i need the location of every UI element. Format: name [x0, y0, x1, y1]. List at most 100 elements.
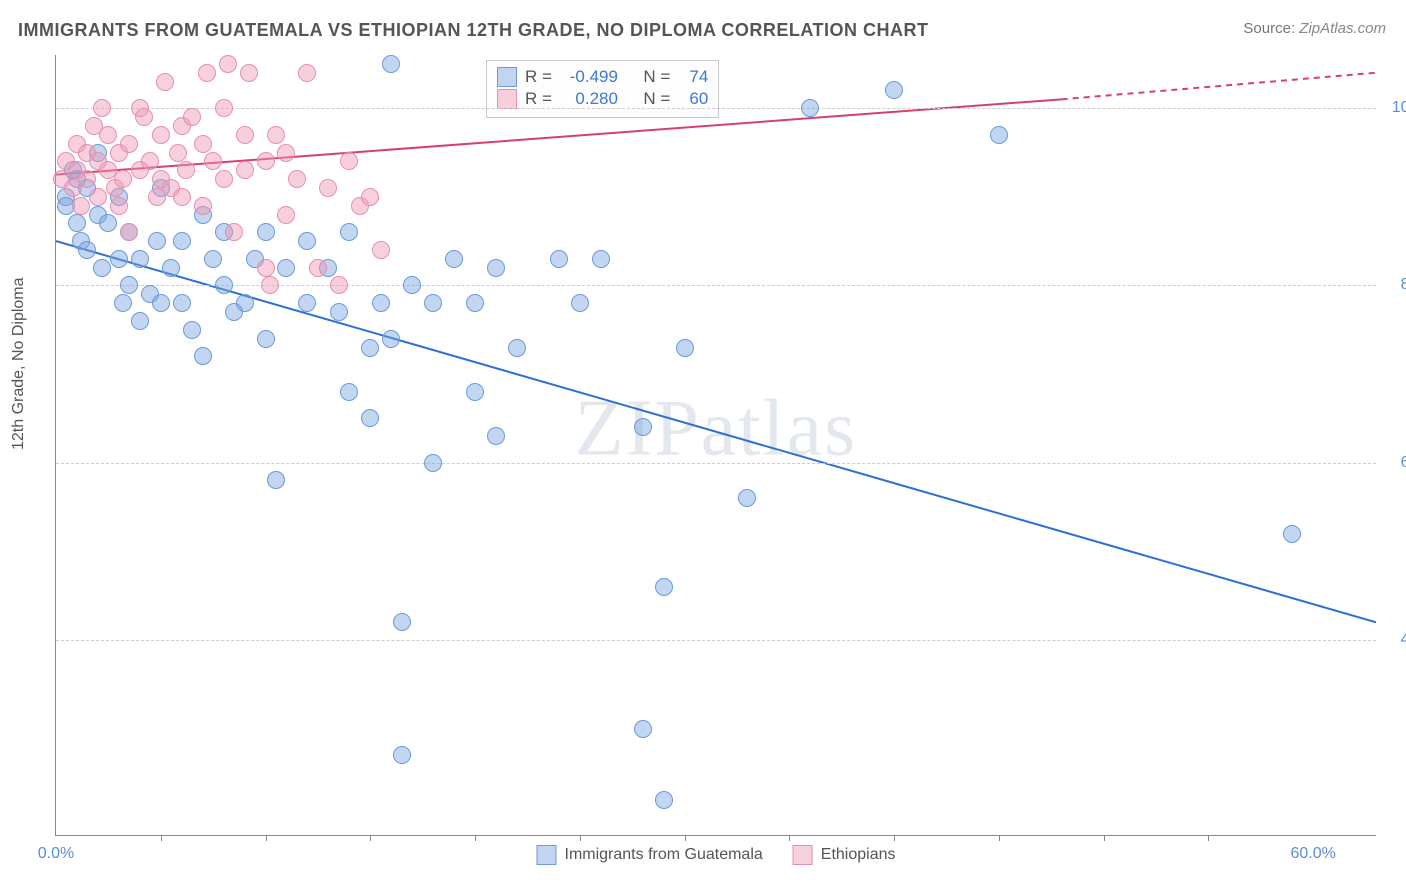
data-point: [257, 259, 275, 277]
data-point: [445, 250, 463, 268]
source-label: Source:: [1243, 20, 1295, 37]
data-point: [72, 197, 90, 215]
data-point: [372, 241, 390, 259]
data-point: [571, 294, 589, 312]
n-value-ethiopians: 60: [678, 89, 708, 109]
source-attribution: Source: ZipAtlas.com: [1243, 20, 1386, 37]
data-point: [330, 276, 348, 294]
data-point: [634, 418, 652, 436]
data-point: [152, 294, 170, 312]
data-point: [340, 223, 358, 241]
data-point: [169, 144, 187, 162]
x-tick-mark: [1208, 835, 1209, 841]
data-point: [361, 409, 379, 427]
r-label: R =: [525, 67, 552, 87]
stats-box: R = -0.499 N = 74 R = 0.280 N = 60: [486, 60, 719, 118]
data-point: [68, 214, 86, 232]
data-point: [99, 214, 117, 232]
data-point: [236, 161, 254, 179]
n-label: N =: [643, 67, 670, 87]
source-value: ZipAtlas.com: [1299, 20, 1386, 37]
y-tick-label: 80.0%: [1386, 276, 1406, 294]
data-point: [330, 303, 348, 321]
data-point: [225, 223, 243, 241]
data-point: [183, 108, 201, 126]
legend-label-guatemala: Immigrants from Guatemala: [565, 846, 763, 864]
data-point: [131, 312, 149, 330]
data-point: [215, 99, 233, 117]
data-point: [277, 206, 295, 224]
data-point: [152, 126, 170, 144]
data-point: [89, 188, 107, 206]
chart-title: IMMIGRANTS FROM GUATEMALA VS ETHIOPIAN 1…: [18, 20, 929, 41]
y-axis-label: 12th Grade, No Diploma: [10, 277, 28, 450]
x-tick-mark: [894, 835, 895, 841]
data-point: [382, 330, 400, 348]
data-point: [676, 339, 694, 357]
data-point: [487, 427, 505, 445]
data-point: [298, 232, 316, 250]
y-tick-label: 40.0%: [1386, 631, 1406, 649]
gridline: [56, 285, 1376, 286]
data-point: [204, 250, 222, 268]
y-tick-label: 60.0%: [1386, 454, 1406, 472]
x-tick-mark: [475, 835, 476, 841]
y-tick-label: 100.0%: [1386, 99, 1406, 117]
swatch-guatemala: [497, 67, 517, 87]
gridline: [56, 640, 1376, 641]
data-point: [240, 64, 258, 82]
data-point: [277, 144, 295, 162]
data-point: [194, 347, 212, 365]
data-point: [215, 276, 233, 294]
data-point: [738, 489, 756, 507]
data-point: [236, 126, 254, 144]
data-point: [156, 73, 174, 91]
scatter-plot: ZIPatlas R = -0.499 N = 74 R = 0.280 N =…: [55, 55, 1376, 836]
data-point: [1283, 525, 1301, 543]
data-point: [885, 81, 903, 99]
x-tick-mark: [580, 835, 581, 841]
legend-item-guatemala: Immigrants from Guatemala: [537, 845, 763, 865]
data-point: [236, 294, 254, 312]
data-point: [424, 454, 442, 472]
data-point: [198, 64, 216, 82]
data-point: [120, 135, 138, 153]
data-point: [173, 232, 191, 250]
data-point: [194, 197, 212, 215]
legend-swatch-guatemala: [537, 845, 557, 865]
data-point: [135, 108, 153, 126]
data-point: [550, 250, 568, 268]
data-point: [298, 64, 316, 82]
x-tick-mark: [685, 835, 686, 841]
data-point: [466, 383, 484, 401]
data-point: [801, 99, 819, 117]
data-point: [361, 339, 379, 357]
data-point: [141, 152, 159, 170]
data-point: [183, 321, 201, 339]
data-point: [309, 259, 327, 277]
x-tick-mark: [1104, 835, 1105, 841]
data-point: [93, 99, 111, 117]
legend-swatch-ethiopians: [793, 845, 813, 865]
data-point: [261, 276, 279, 294]
legend-item-ethiopians: Ethiopians: [793, 845, 896, 865]
data-point: [298, 294, 316, 312]
data-point: [267, 471, 285, 489]
data-point: [267, 126, 285, 144]
data-point: [78, 241, 96, 259]
r-value-guatemala: -0.499: [560, 67, 618, 87]
data-point: [114, 170, 132, 188]
x-tick-mark: [266, 835, 267, 841]
data-point: [173, 294, 191, 312]
r-value-ethiopians: 0.280: [560, 89, 618, 109]
data-point: [99, 126, 117, 144]
gridline: [56, 108, 1376, 109]
data-point: [277, 259, 295, 277]
x-tick-label: 0.0%: [38, 845, 74, 863]
data-point: [204, 152, 222, 170]
data-point: [173, 188, 191, 206]
data-point: [393, 746, 411, 764]
data-point: [177, 161, 195, 179]
data-point: [120, 276, 138, 294]
stat-row-ethiopians: R = 0.280 N = 60: [497, 89, 708, 109]
